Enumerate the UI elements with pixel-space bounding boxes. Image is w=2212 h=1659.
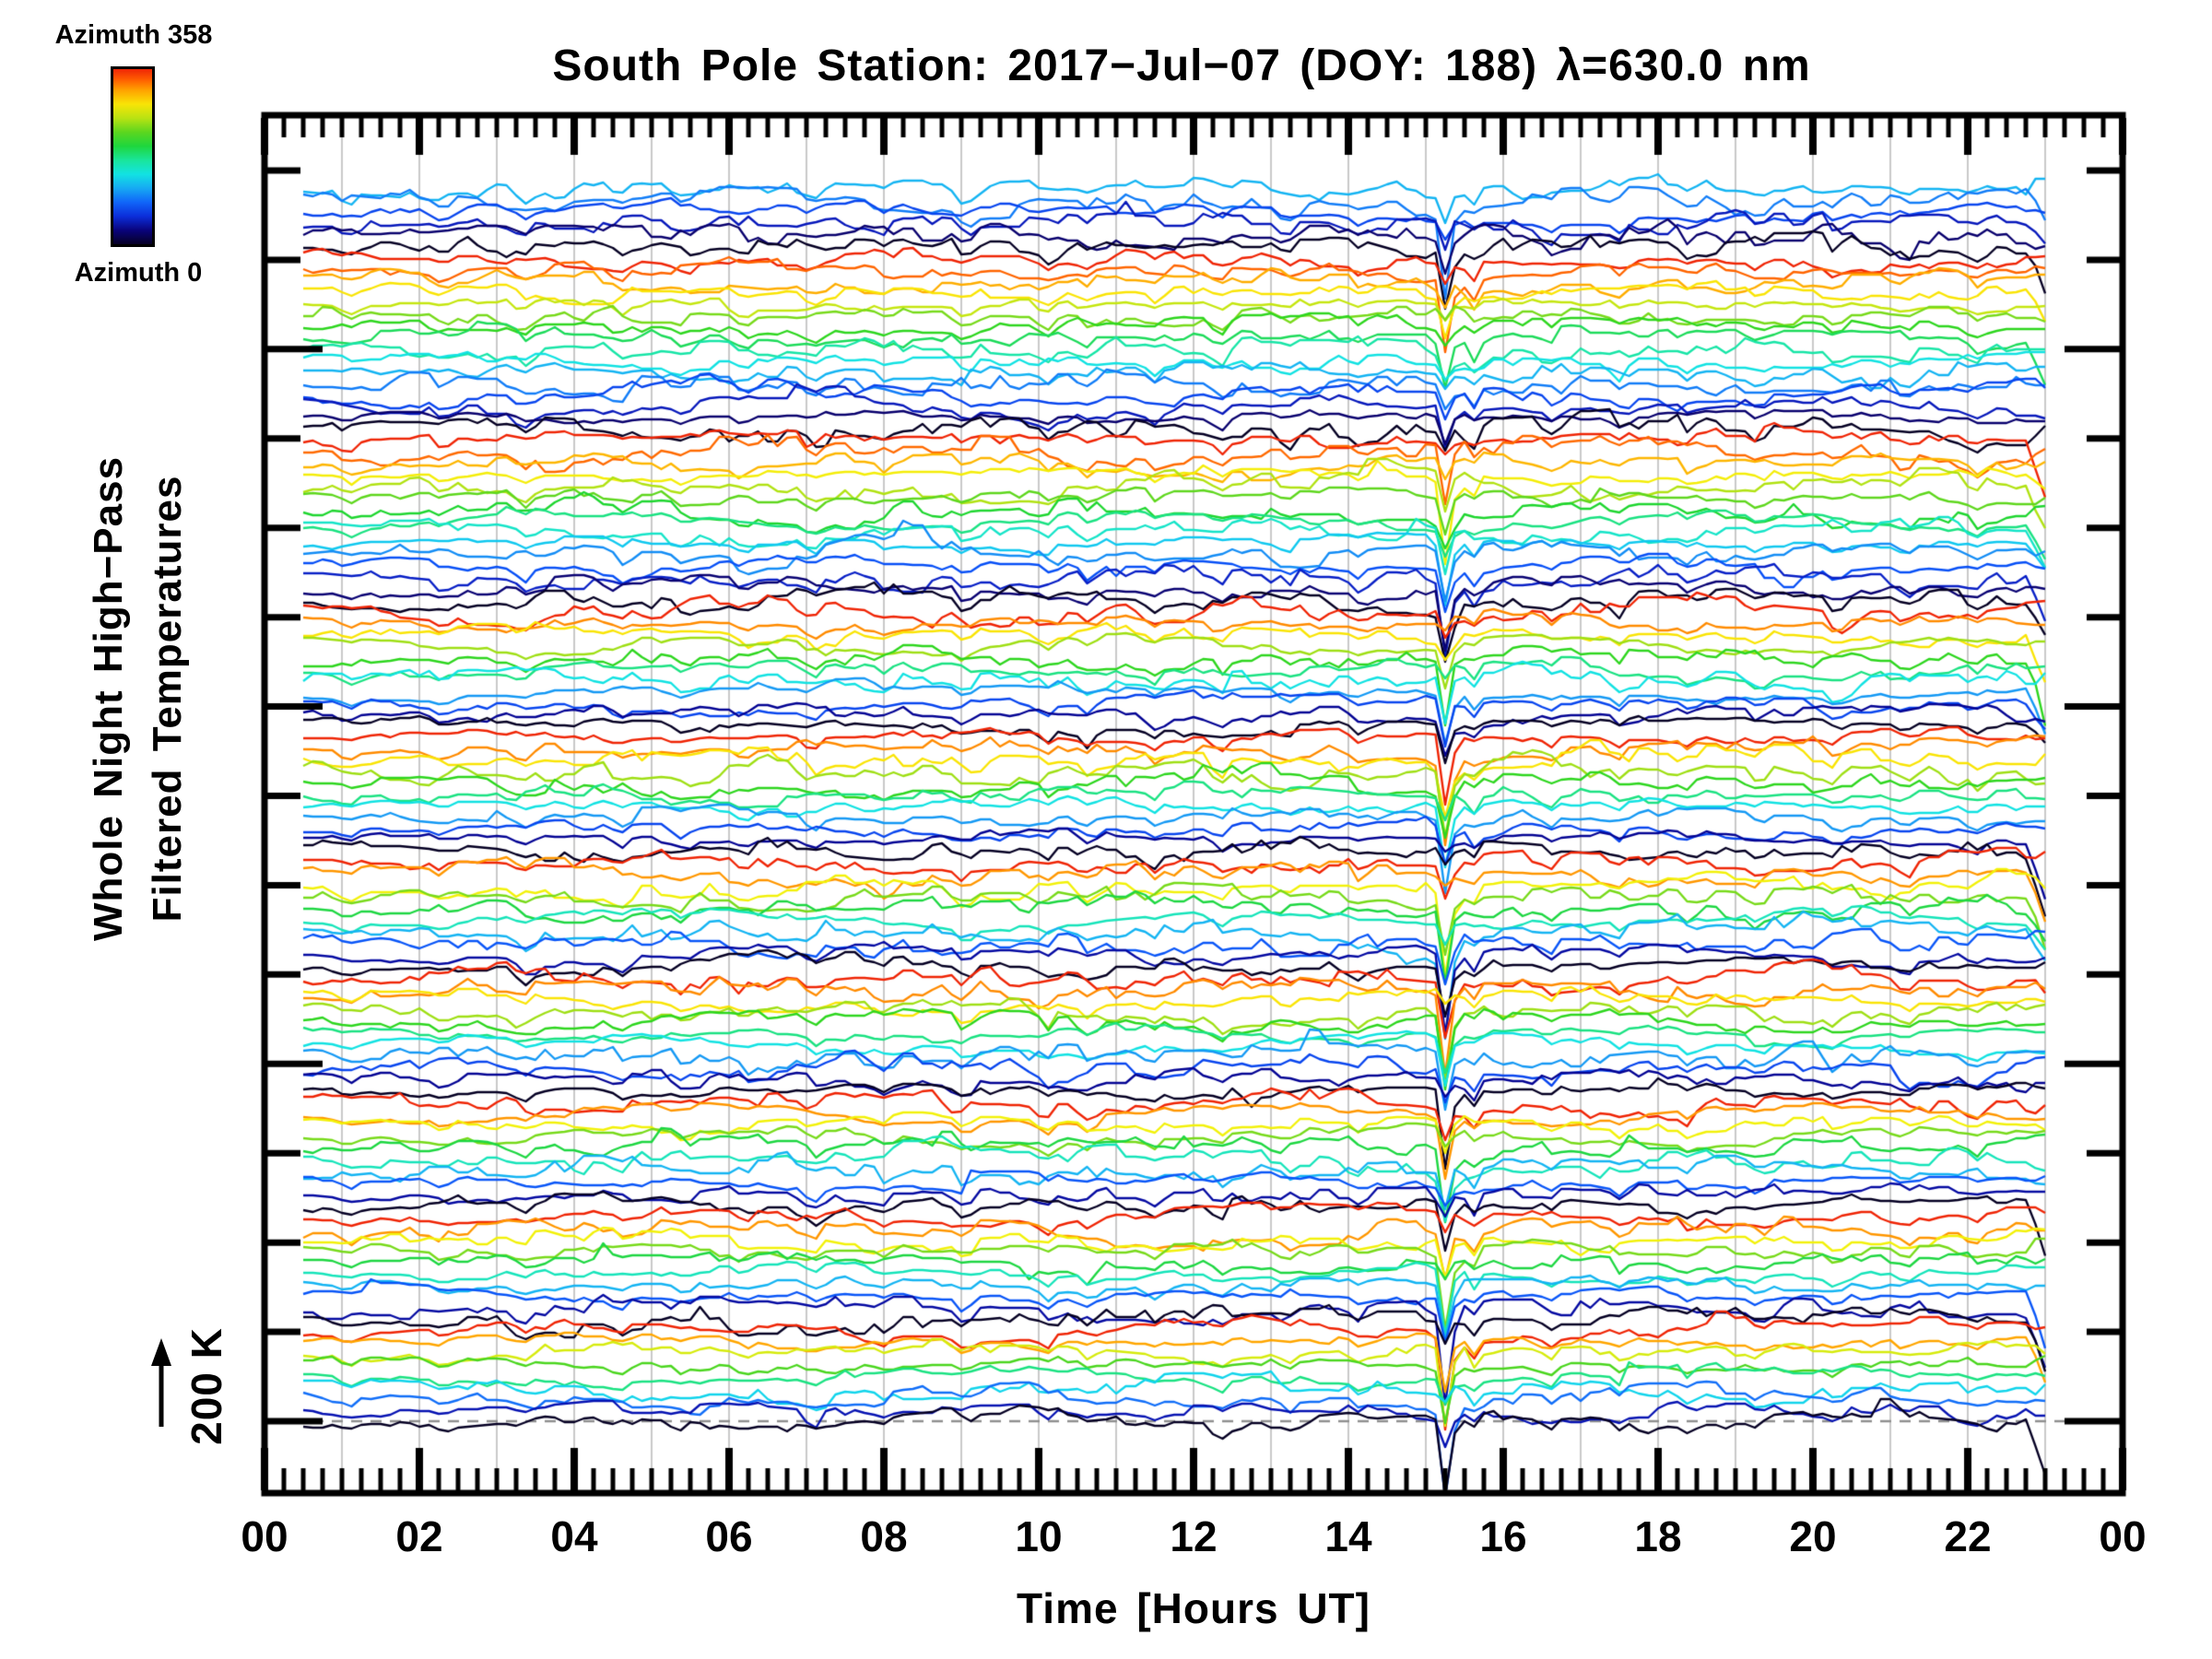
x-tick-label: 20	[1789, 1512, 1837, 1560]
y-axis-label: Whole Night High−Pass Filtered Temperatu…	[79, 456, 197, 941]
scale-annotation: 200 K	[182, 1327, 230, 1445]
x-tick-label: 08	[860, 1512, 908, 1560]
x-tick-label: 14	[1324, 1512, 1372, 1560]
x-tick-label: 18	[1634, 1512, 1682, 1560]
plot-title: South Pole Station: 2017−Jul−07 (DOY: 18…	[552, 41, 1811, 90]
y-axis-label-line1: Whole Night High−Pass	[86, 455, 131, 942]
x-axis-label: Time [Hours UT]	[1017, 1584, 1371, 1632]
x-tick-label: 10	[1015, 1512, 1063, 1560]
azimuth-colorbar	[111, 66, 155, 247]
x-tick-label: 12	[1170, 1512, 1218, 1560]
x-tick-label: 16	[1479, 1512, 1527, 1560]
colorbar-bottom-label: Azimuth 0	[74, 258, 203, 288]
scale-arrow-icon	[151, 1338, 171, 1427]
x-tick-label: 04	[550, 1512, 598, 1560]
x-tick-label: 02	[395, 1512, 443, 1560]
y-axis-label-line2: Filtered Temperatures	[145, 475, 190, 923]
x-tick-label: 22	[1944, 1512, 1992, 1560]
x-tick-label: 00	[241, 1512, 288, 1560]
x-tick-label: 00	[2099, 1512, 2147, 1560]
x-tick-label: 06	[705, 1512, 753, 1560]
colorbar-top-label: Azimuth 358	[54, 20, 213, 50]
